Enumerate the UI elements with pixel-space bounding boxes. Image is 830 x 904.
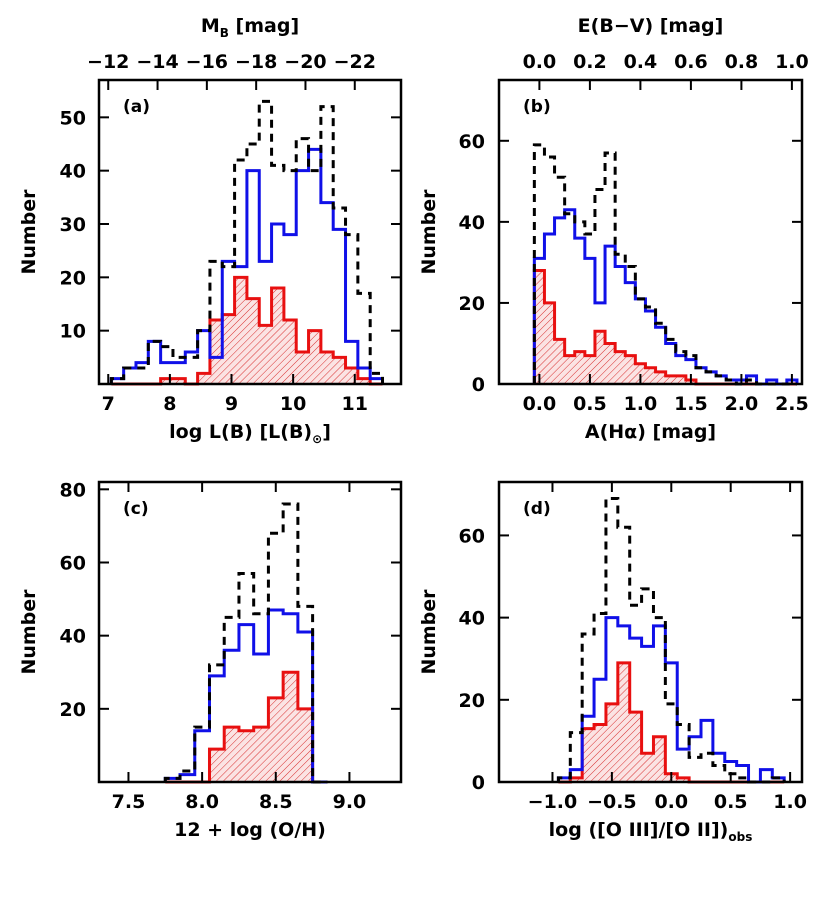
top-tick-label: −14 bbox=[136, 51, 178, 73]
x-tick-label: 0.0 bbox=[654, 791, 688, 813]
x-tick-label: 9.0 bbox=[333, 791, 367, 813]
x-tick-label: 9 bbox=[225, 393, 238, 415]
y-tick-label: 60 bbox=[60, 552, 86, 574]
top-tick-label: −22 bbox=[334, 51, 376, 73]
series-line-2 bbox=[111, 275, 383, 386]
y-tick-label: 40 bbox=[459, 608, 485, 630]
y-tick-label: 50 bbox=[60, 107, 86, 129]
y-tick-label: 20 bbox=[60, 699, 86, 721]
x-axis-title: A(Hα) [mag] bbox=[585, 421, 716, 443]
y-axis-title: Number bbox=[418, 189, 440, 275]
panel-a: 7 8 9 10 11 10 20 30 40 50 −12 −14 −16 −18 −20 −22 MB [m… bbox=[18, 15, 403, 446]
x-tick-label: 1.0 bbox=[624, 393, 658, 415]
top-tick-label: −18 bbox=[235, 51, 277, 73]
series-line-1 bbox=[163, 608, 328, 784]
series-line-1 bbox=[109, 147, 385, 384]
y-axis-title: Number bbox=[418, 589, 440, 675]
y-tick-label: 0 bbox=[472, 374, 485, 396]
top-axis-title: MB [mag] bbox=[201, 15, 299, 40]
top-tick-label: −12 bbox=[87, 51, 129, 73]
panel-letter: (c) bbox=[123, 499, 149, 519]
y-tick-label: 30 bbox=[60, 214, 86, 236]
y-tick-label: 60 bbox=[459, 131, 485, 153]
x-tick-label: 0.5 bbox=[714, 791, 748, 813]
y-tick-label: 20 bbox=[459, 293, 485, 315]
y-tick-label: 20 bbox=[60, 267, 86, 289]
x-tick-label: 0.0 bbox=[523, 393, 557, 415]
panel-letter: (b) bbox=[523, 97, 551, 117]
top-tick-label: −20 bbox=[284, 51, 326, 73]
series-line-1 bbox=[556, 616, 786, 784]
series-line-0 bbox=[163, 502, 328, 784]
top-tick-label: 0.4 bbox=[624, 51, 658, 73]
series-fill-2 bbox=[165, 672, 328, 782]
x-tick-label: 2.0 bbox=[725, 393, 759, 415]
panel-letter: (d) bbox=[523, 499, 551, 519]
plot-frame bbox=[497, 480, 804, 784]
series-fill-2 bbox=[111, 277, 383, 384]
x-tick-label: 2.5 bbox=[775, 393, 809, 415]
panel-d: −1.0 −0.5 0.0 0.5 1.0 0 20 40 60 log ([O III]/[O … bbox=[418, 480, 807, 844]
y-tick-label: 80 bbox=[60, 479, 86, 501]
y-tick-label: 20 bbox=[459, 690, 485, 712]
plot-frame bbox=[497, 78, 804, 386]
y-tick-label: 40 bbox=[60, 626, 86, 648]
x-axis-title: log L(B) [L(B)⊙] bbox=[169, 421, 331, 446]
y-tick-label: 60 bbox=[459, 525, 485, 547]
series-fill-2 bbox=[534, 270, 797, 384]
series-line-2 bbox=[165, 670, 328, 784]
y-axis-title: Number bbox=[18, 589, 40, 675]
plot-frame bbox=[97, 480, 403, 784]
panel-b: 0.0 0.5 1.0 1.5 2.0 2.5 0 20 40 60 0.0 0.2 0.4 0.6 0.8… bbox=[418, 15, 809, 443]
x-tick-label: 7 bbox=[102, 393, 115, 415]
y-tick-label: 0 bbox=[472, 772, 485, 794]
x-tick-label: 8.0 bbox=[185, 791, 219, 813]
series-fill-2 bbox=[558, 662, 785, 782]
x-axis-title: log ([O III]/[O II])obs bbox=[549, 819, 753, 844]
panel-letter: (a) bbox=[123, 97, 150, 117]
x-tick-label: 7.5 bbox=[112, 791, 146, 813]
y-tick-label: 40 bbox=[60, 161, 86, 183]
series-line-0 bbox=[109, 99, 385, 384]
top-tick-label: 1.0 bbox=[775, 51, 809, 73]
x-tick-label: −1.0 bbox=[528, 791, 578, 813]
y-axis-title: Number bbox=[18, 189, 40, 275]
top-tick-label: −16 bbox=[186, 51, 228, 73]
x-tick-label: 0.5 bbox=[573, 393, 607, 415]
top-axis-title: E(B−V) [mag] bbox=[578, 15, 724, 37]
top-tick-label: 0.8 bbox=[725, 51, 759, 73]
top-tick-label: 0.6 bbox=[674, 51, 708, 73]
x-axis-title: 12 + log (O/H) bbox=[174, 819, 326, 841]
x-tick-label: 11 bbox=[342, 393, 368, 415]
top-tick-label: 0.2 bbox=[573, 51, 607, 73]
panel-c: 7.5 8.0 8.5 9.0 20 40 60 80 12 + log (O/H) Number… bbox=[18, 479, 403, 841]
x-tick-label: 10 bbox=[280, 393, 306, 415]
x-tick-label: 1.5 bbox=[674, 393, 708, 415]
x-tick-label: −0.5 bbox=[587, 791, 637, 813]
series-line-0 bbox=[532, 143, 797, 386]
y-tick-label: 40 bbox=[459, 212, 485, 234]
top-tick-label: 0.0 bbox=[523, 51, 557, 73]
x-tick-label: 8 bbox=[163, 393, 176, 415]
series-line-0 bbox=[556, 496, 786, 784]
x-tick-label: 1.0 bbox=[773, 791, 807, 813]
y-tick-label: 10 bbox=[60, 321, 86, 343]
plot-frame bbox=[97, 78, 403, 386]
x-tick-label: 8.5 bbox=[259, 791, 293, 813]
